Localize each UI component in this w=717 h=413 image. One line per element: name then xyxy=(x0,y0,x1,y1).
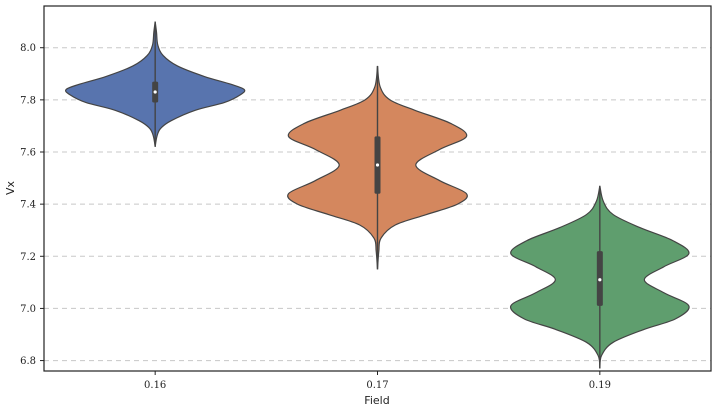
median-marker xyxy=(598,278,602,282)
violins xyxy=(64,21,690,369)
y-tick-label: 7.0 xyxy=(20,304,36,315)
y-tick-label: 7.4 xyxy=(20,200,36,211)
y-axis-label: Vx xyxy=(4,180,17,195)
x-axis-ticks: 0.16 0.17 0.19 xyxy=(144,371,611,391)
median-marker xyxy=(153,90,157,94)
y-tick-label: 8.0 xyxy=(20,43,36,54)
y-tick-label: 7.8 xyxy=(20,95,36,106)
y-tick-label: 7.2 xyxy=(20,252,36,263)
violin-0.17 xyxy=(287,65,468,270)
y-tick-label: 7.6 xyxy=(20,148,36,159)
median-marker xyxy=(375,163,380,167)
x-tick-label: 0.16 xyxy=(144,380,166,391)
violin-0.16 xyxy=(64,21,246,147)
x-tick-label: 0.19 xyxy=(589,380,611,391)
y-axis-ticks: 6.8 7.0 7.2 7.4 7.6 7.8 8.0 xyxy=(20,43,44,367)
x-tick-label: 0.17 xyxy=(366,380,388,391)
x-axis-label: Field xyxy=(364,394,389,407)
violin-0.19 xyxy=(509,185,690,369)
y-tick-label: 6.8 xyxy=(20,356,36,367)
